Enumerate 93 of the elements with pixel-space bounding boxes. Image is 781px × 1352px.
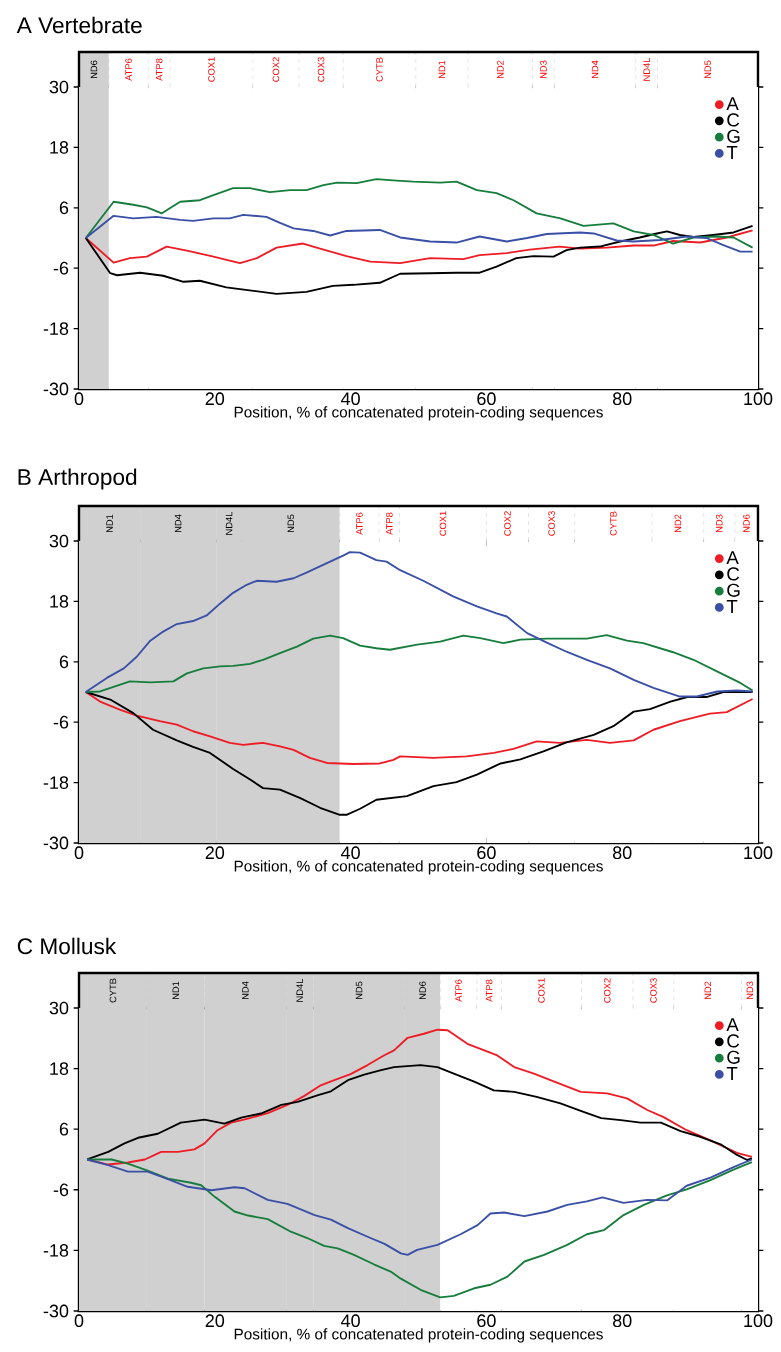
- legend-label: G: [727, 129, 740, 143]
- legend-label: A: [726, 1018, 739, 1031]
- x-tick-label: 0: [74, 1314, 84, 1328]
- x-tick-label: 20: [205, 392, 225, 406]
- band-label: ND3: [716, 514, 723, 533]
- band-label: ND6: [743, 514, 750, 533]
- x-tick-label: 60: [477, 392, 496, 406]
- band-label: ATP8: [155, 58, 163, 81]
- y-tick-label: 18: [50, 1062, 69, 1075]
- band-label: ND1: [438, 60, 446, 79]
- band-label: ND5: [355, 981, 363, 1000]
- x-tick-label: 80: [612, 1314, 632, 1328]
- x-tick-label: 80: [612, 846, 632, 860]
- legend-label: C: [727, 113, 740, 127]
- band-label: ATP8: [386, 512, 393, 535]
- legend-label: A: [726, 551, 739, 564]
- x-tick-label: 40: [341, 392, 360, 406]
- y-tick-label: 18: [50, 595, 69, 608]
- band-label: CYTB: [610, 511, 617, 536]
- band-label: ND3: [540, 60, 547, 79]
- band-label: ND4: [591, 60, 599, 79]
- band-label: COX2: [504, 511, 511, 536]
- y-tick-label: -18: [43, 322, 69, 335]
- y-tick-label: 30: [49, 534, 69, 548]
- x-tick-label: 100: [744, 1314, 773, 1328]
- band-label: ND2: [704, 981, 712, 1000]
- band-label: ND4: [174, 514, 182, 533]
- band-label: COX1: [439, 511, 447, 536]
- band-label: ATP8: [485, 979, 493, 1002]
- y-tick-label: 6: [59, 655, 69, 669]
- x-tick-label: 100: [744, 392, 773, 406]
- band-label: ND1: [106, 514, 113, 533]
- band-label: COX3: [548, 511, 555, 536]
- legend-label: T: [726, 600, 738, 613]
- legend-label: T: [726, 146, 738, 159]
- y-tick-label: 18: [50, 141, 69, 154]
- x-tick-label: 40: [341, 846, 360, 860]
- band-label: ATP6: [125, 58, 132, 81]
- band-label: CYTB: [376, 57, 383, 82]
- band-label: COX2: [272, 57, 280, 82]
- band-label: ATP6: [455, 979, 462, 1002]
- band-label: ND2: [674, 514, 682, 533]
- y-tick-label: 30: [49, 80, 69, 94]
- x-tick-label: 80: [612, 392, 632, 406]
- x-axis-title: Position, % of concatenated protein-coding sequences: [234, 1328, 603, 1343]
- y-tick-label: -6: [53, 1183, 69, 1197]
- y-tick-label: -18: [43, 1244, 69, 1257]
- band-label: COX2: [603, 978, 611, 1003]
- band-label: CYTB: [109, 978, 117, 1003]
- band-label: ND4: [242, 981, 249, 1000]
- x-tick-label: 40: [341, 1314, 360, 1328]
- band-label: ATP6: [356, 512, 363, 535]
- band-label: ND2: [497, 60, 504, 79]
- band-label: COX1: [208, 57, 215, 82]
- y-tick-label: 30: [49, 1001, 69, 1015]
- y-tick-label: -30: [43, 1304, 69, 1318]
- band-label: ND1: [172, 981, 179, 1000]
- band-label: ND4L: [296, 978, 303, 1002]
- y-tick-label: 6: [59, 1122, 69, 1136]
- legend-label: C: [727, 567, 740, 581]
- band-label: ND4L: [643, 57, 650, 81]
- chart-title: B Arthropod: [18, 468, 137, 490]
- band-label: COX1: [538, 978, 545, 1003]
- legend-label: C: [727, 1034, 740, 1048]
- chart-title: C Mollusk: [17, 937, 117, 955]
- y-tick-label: -30: [43, 836, 69, 850]
- y-tick-label: -6: [53, 261, 69, 275]
- y-tick-label: -6: [53, 715, 69, 729]
- x-axis-title: Position, % of concatenated protein-coding sequences: [234, 406, 603, 421]
- band-label: ND3: [746, 981, 754, 1000]
- y-tick-label: -30: [43, 382, 69, 396]
- x-tick-label: 0: [74, 392, 84, 406]
- band-label: ND5: [287, 514, 295, 533]
- legend-label: G: [727, 583, 740, 597]
- band-label: COX3: [317, 57, 325, 82]
- band-label: ND6: [419, 981, 426, 1000]
- chart-title: A Vertebrate: [16, 16, 142, 34]
- y-tick-label: 6: [59, 201, 69, 215]
- x-tick-label: 100: [744, 846, 773, 860]
- x-axis-title: Position, % of concatenated protein-coding sequences: [234, 860, 603, 875]
- legend-label: G: [727, 1050, 740, 1064]
- x-tick-label: 60: [477, 1314, 496, 1328]
- band-label: COX3: [650, 978, 657, 1003]
- x-tick-label: 20: [205, 1314, 225, 1328]
- band-label: ND4L: [225, 511, 233, 535]
- legend-label: T: [726, 1067, 738, 1080]
- legend-label: A: [726, 97, 739, 110]
- band-label: ND6: [90, 60, 98, 79]
- x-tick-label: 60: [477, 846, 496, 860]
- y-tick-label: -18: [43, 776, 69, 789]
- x-tick-label: 0: [74, 846, 84, 860]
- x-tick-label: 20: [205, 846, 225, 860]
- band-label: ND5: [704, 60, 711, 79]
